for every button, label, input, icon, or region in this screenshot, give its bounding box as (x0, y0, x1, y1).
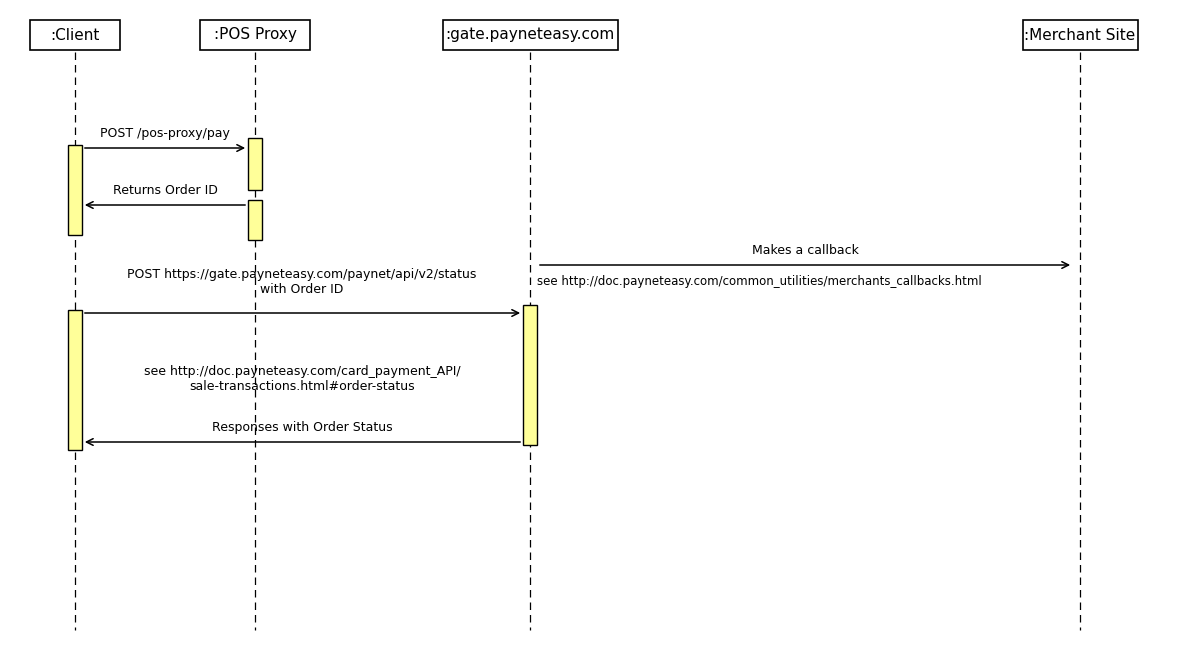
Bar (523, 305, 537, 445)
Bar (30, 20, 120, 50)
Text: :POS Proxy: :POS Proxy (214, 28, 296, 42)
Text: see http://doc.payneteasy.com/common_utilities/merchants_callbacks.html: see http://doc.payneteasy.com/common_uti… (537, 275, 982, 288)
Bar (199, 20, 310, 50)
Text: :Merchant Site: :Merchant Site (1024, 28, 1135, 42)
Text: Makes a callback: Makes a callback (752, 244, 858, 257)
Text: POST https://gate.payneteasy.com/paynet/api/v2/status
with Order ID: POST https://gate.payneteasy.com/paynet/… (127, 268, 477, 296)
Bar (248, 138, 262, 190)
Text: Returns Order ID: Returns Order ID (112, 184, 217, 197)
Bar (442, 20, 617, 50)
Text: :Client: :Client (51, 28, 99, 42)
Bar (68, 310, 81, 450)
Text: see http://doc.payneteasy.com/card_payment_API/
sale-transactions.html#order-sta: see http://doc.payneteasy.com/card_payme… (144, 365, 460, 393)
Text: Responses with Order Status: Responses with Order Status (211, 421, 392, 434)
Bar (1023, 20, 1138, 50)
Text: POST /pos-proxy/pay: POST /pos-proxy/pay (100, 127, 230, 140)
Text: :gate.payneteasy.com: :gate.payneteasy.com (445, 28, 615, 42)
Bar (68, 145, 81, 235)
Bar (248, 200, 262, 240)
